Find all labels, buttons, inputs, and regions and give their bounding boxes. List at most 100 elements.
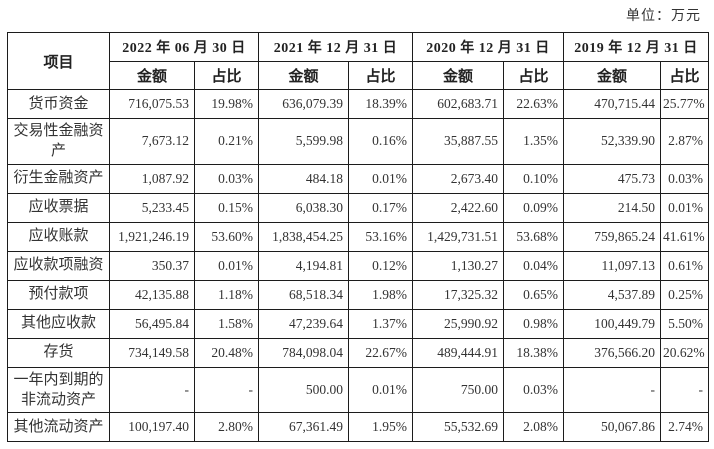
header-row-dates: 项目 2022 年 06 月 30 日 2021 年 12 月 31 日 202…: [7, 32, 709, 90]
column-header-amount: 金额: [563, 61, 661, 90]
financial-assets-table: 项目 2022 年 06 月 30 日 2021 年 12 月 31 日 202…: [7, 32, 709, 442]
ratio-cell: 0.21%: [194, 118, 259, 165]
amount-cell: 4,537.89: [563, 279, 661, 310]
column-header-amount: 金额: [109, 61, 195, 90]
column-header-date-2019: 2019 年 12 月 31 日: [563, 32, 709, 62]
amount-cell: 489,444.91: [412, 337, 504, 368]
ratio-cell: 2.80%: [194, 412, 259, 442]
table-row: 预付款项 42,135.88 1.18% 68,518.34 1.98% 17,325.3…: [7, 279, 709, 310]
amount-cell: 470,715.44: [563, 89, 661, 119]
amount-cell: 1,087.92: [109, 163, 195, 194]
amount-cell: 1,130.27: [412, 250, 504, 281]
ratio-cell: 2.08%: [503, 412, 564, 442]
amount-cell: 636,079.39: [258, 89, 349, 119]
amount-cell: 50,067.86: [563, 412, 661, 442]
amount-cell: 759,865.24: [563, 221, 661, 252]
ratio-cell: 1.58%: [194, 308, 259, 339]
ratio-cell: 0.01%: [348, 366, 413, 413]
ratio-cell: 0.01%: [348, 163, 413, 194]
column-header-date-2021: 2021 年 12 月 31 日: [258, 32, 413, 62]
amount-cell: 17,325.32: [412, 279, 504, 310]
table-row: 衍生金融资产 1,087.92 0.03% 484.18 0.01% 2,673.40 0.…: [7, 163, 709, 194]
ratio-cell: 53.60%: [194, 221, 259, 252]
ratio-cell: 0.04%: [503, 250, 564, 281]
row-item-label: 预付款项: [7, 279, 110, 310]
ratio-cell: -: [194, 366, 259, 413]
row-item-label: 应收账款: [7, 221, 110, 252]
ratio-cell: 0.16%: [348, 118, 413, 165]
table-row: 应收账款 1,921,246.19 53.60% 1,838,454.25 53.16%…: [7, 221, 709, 252]
ratio-cell: 0.65%: [503, 279, 564, 310]
ratio-cell: 0.12%: [348, 250, 413, 281]
ratio-cell: 1.98%: [348, 279, 413, 310]
column-header-amount: 金额: [258, 61, 349, 90]
ratio-cell: 0.03%: [660, 163, 709, 194]
amount-cell: 602,683.71: [412, 89, 504, 119]
amount-cell: 47,239.64: [258, 308, 349, 339]
amount-cell: 784,098.04: [258, 337, 349, 368]
amount-cell: -: [563, 366, 661, 413]
amount-cell: 6,038.30: [258, 192, 349, 223]
amount-cell: 68,518.34: [258, 279, 349, 310]
amount-cell: 484.18: [258, 163, 349, 194]
ratio-cell: 0.61%: [660, 250, 709, 281]
row-item-label: 存货: [7, 337, 110, 368]
amount-cell: 42,135.88: [109, 279, 195, 310]
row-item-label: 交易性金融资产: [7, 118, 110, 165]
ratio-cell: -: [660, 366, 709, 413]
ratio-cell: 1.18%: [194, 279, 259, 310]
row-item-label: 应收票据: [7, 192, 110, 223]
ratio-cell: 53.68%: [503, 221, 564, 252]
amount-cell: 376,566.20: [563, 337, 661, 368]
header-row-subcolumns: 金额 占比 金额 占比 金额 占比 金额 占比: [8, 61, 709, 90]
ratio-cell: 20.62%: [660, 337, 709, 368]
table-body: 货币资金 716,075.53 19.98% 636,079.39 18.39% 602,…: [7, 89, 709, 442]
table-row: 存货 734,149.58 20.48% 784,098.04 22.67% 489,44…: [7, 337, 709, 368]
amount-cell: 25,990.92: [412, 308, 504, 339]
ratio-cell: 0.98%: [503, 308, 564, 339]
amount-cell: 734,149.58: [109, 337, 195, 368]
column-header-ratio: 占比: [348, 61, 413, 90]
ratio-cell: 22.67%: [348, 337, 413, 368]
ratio-cell: 0.15%: [194, 192, 259, 223]
column-header-date-2022: 2022 年 06 月 30 日: [109, 32, 259, 62]
column-header-ratio: 占比: [194, 61, 259, 90]
column-header-item: 项目: [7, 32, 110, 90]
amount-cell: 7,673.12: [109, 118, 195, 165]
ratio-cell: 18.38%: [503, 337, 564, 368]
ratio-cell: 0.01%: [194, 250, 259, 281]
amount-cell: 4,194.81: [258, 250, 349, 281]
ratio-cell: 1.37%: [348, 308, 413, 339]
amount-cell: -: [109, 366, 195, 413]
amount-cell: 35,887.55: [412, 118, 504, 165]
ratio-cell: 53.16%: [348, 221, 413, 252]
ratio-cell: 0.10%: [503, 163, 564, 194]
amount-cell: 55,532.69: [412, 412, 504, 442]
ratio-cell: 0.09%: [503, 192, 564, 223]
ratio-cell: 1.95%: [348, 412, 413, 442]
table-row: 应收票据 5,233.45 0.15% 6,038.30 0.17% 2,422.60 0.…: [7, 192, 709, 223]
table-row: 一年内到期的非流动资产 - -500.00 0.01% 750.00 0.03% - -: [7, 366, 709, 413]
column-header-date-2020: 2020 年 12 月 31 日: [412, 32, 564, 62]
amount-cell: 1,429,731.51: [412, 221, 504, 252]
table-row: 其他应收款 56,495.84 1.58% 47,239.64 1.37% 25,990.…: [7, 308, 709, 339]
table-row: 货币资金 716,075.53 19.98% 636,079.39 18.39% 602,…: [7, 89, 709, 119]
amount-cell: 350.37: [109, 250, 195, 281]
amount-cell: 2,673.40: [412, 163, 504, 194]
ratio-cell: 25.77%: [660, 89, 709, 119]
ratio-cell: 20.48%: [194, 337, 259, 368]
ratio-cell: 19.98%: [194, 89, 259, 119]
ratio-cell: 18.39%: [348, 89, 413, 119]
amount-cell: 52,339.90: [563, 118, 661, 165]
amount-cell: 750.00: [412, 366, 504, 413]
amount-cell: 1,921,246.19: [109, 221, 195, 252]
amount-cell: 11,097.13: [563, 250, 661, 281]
ratio-cell: 22.63%: [503, 89, 564, 119]
column-header-ratio: 占比: [503, 61, 564, 90]
ratio-cell: 0.01%: [660, 192, 709, 223]
ratio-cell: 41.61%: [660, 221, 709, 252]
amount-cell: 214.50: [563, 192, 661, 223]
row-item-label: 衍生金融资产: [7, 163, 110, 194]
column-header-ratio: 占比: [660, 61, 709, 90]
